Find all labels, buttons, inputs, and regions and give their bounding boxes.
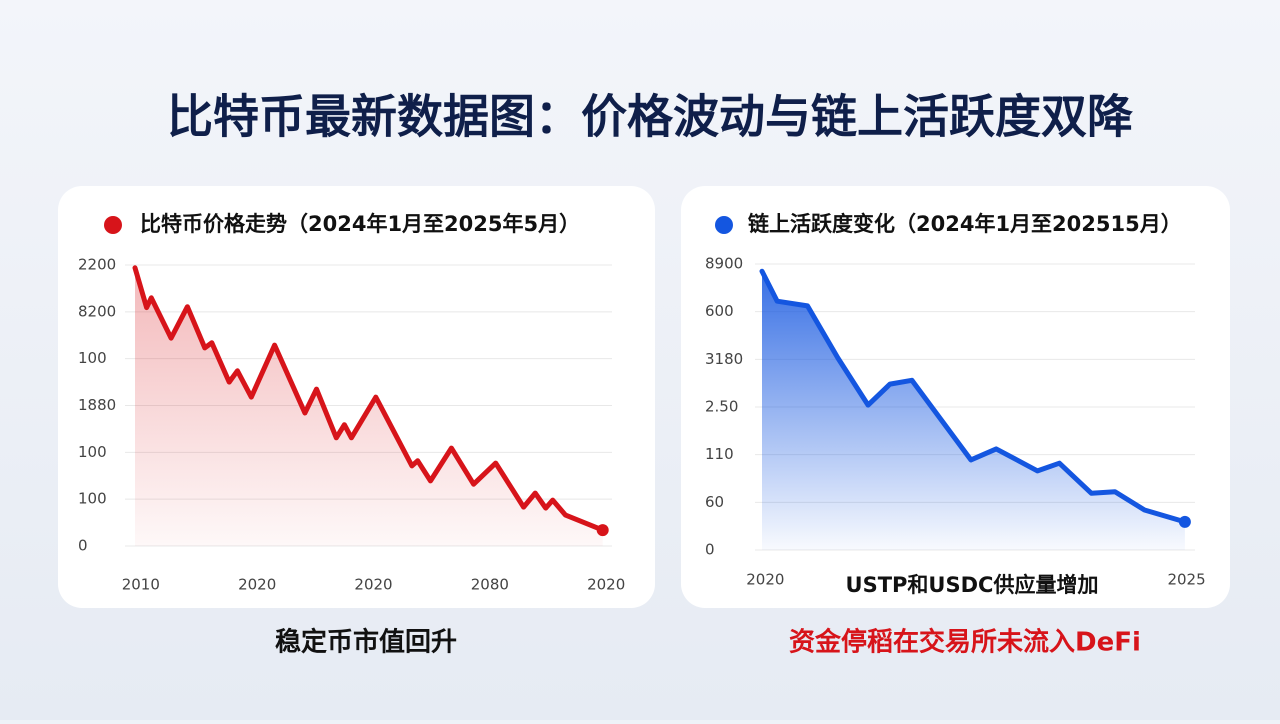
y-tick-label: 100 [78, 490, 107, 508]
area [762, 271, 1185, 550]
y-tick-label: 0 [78, 537, 88, 555]
y-tick-label: 0 [705, 541, 715, 559]
x-tick-label: 2080 [471, 576, 509, 594]
y-tick-label: 2.50 [705, 398, 738, 416]
caption: 稳定币市值回升 [275, 627, 457, 658]
y-tick-label: 110 [705, 445, 734, 463]
y-tick-label: 60 [705, 493, 724, 511]
page-title: 比特币最新数据图：价格波动与链上活跃度双降 [167, 90, 1133, 144]
y-tick-label: 600 [705, 302, 734, 320]
x-tick-label: 2020 [587, 576, 625, 594]
x-tick-label: 2010 [122, 576, 160, 594]
chart-title: 比特币价格走势（2024年1月至2025年5月） [140, 212, 580, 236]
end-point [1178, 515, 1191, 528]
y-tick-label: 2200 [78, 256, 116, 274]
y-tick-label: 8900 [705, 255, 743, 273]
caption: 资金停稻在交易所未流入DeFi [789, 627, 1141, 658]
x-tick-label: 2020 [746, 571, 784, 589]
y-tick-label: 3180 [705, 350, 743, 368]
y-tick-label: 100 [78, 349, 107, 367]
legend-dot [715, 216, 733, 234]
y-tick-label: 1880 [78, 396, 116, 414]
line [132, 265, 606, 533]
end-point [596, 524, 609, 537]
chart-title: 链上活跃度变化（2024年1月至202515月） [748, 212, 1182, 236]
y-tick-label: 100 [78, 443, 107, 461]
x-tick-label: 2020 [354, 576, 392, 594]
x-tick-label: 2020 [238, 576, 276, 594]
x-tick-label: 2025 [1167, 571, 1205, 589]
y-tick-label: 8200 [78, 302, 116, 320]
annotation: USTP和USDC供应量增加 [846, 573, 1099, 597]
legend-dot [104, 216, 122, 234]
line [759, 268, 1188, 525]
area [135, 267, 603, 546]
